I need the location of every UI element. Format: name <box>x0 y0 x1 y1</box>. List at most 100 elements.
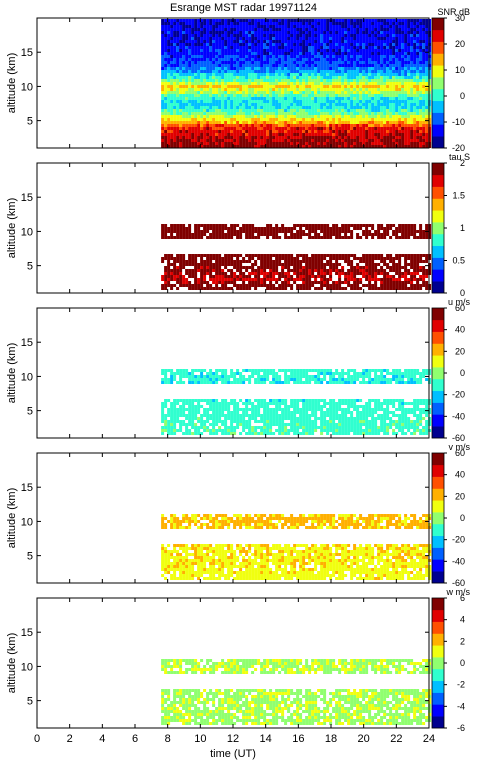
data-cell <box>356 58 360 61</box>
data-cell <box>308 275 312 278</box>
data-cell <box>263 275 267 278</box>
data-cell <box>302 278 306 281</box>
data-cell <box>287 37 291 40</box>
data-cell <box>428 73 432 76</box>
data-cell <box>377 142 381 145</box>
data-cell <box>302 109 306 112</box>
data-cell <box>350 130 354 133</box>
data-cell <box>272 233 276 236</box>
data-cell <box>335 112 339 115</box>
data-cell <box>197 109 201 112</box>
data-cell <box>374 97 378 100</box>
data-cell <box>185 34 189 37</box>
data-cell <box>371 43 375 46</box>
data-cell <box>404 67 408 70</box>
data-cell <box>266 37 270 40</box>
data-cell <box>239 115 243 118</box>
data-cell <box>239 230 243 233</box>
data-cell <box>206 112 210 115</box>
data-cell <box>338 61 342 64</box>
data-cell <box>269 278 273 281</box>
data-cell <box>200 82 204 85</box>
data-cell <box>290 121 294 124</box>
data-cell <box>251 269 255 272</box>
data-cell <box>191 106 195 109</box>
data-cell <box>203 142 207 145</box>
data-cell <box>305 97 309 100</box>
data-cell <box>263 37 267 40</box>
data-cell <box>269 46 273 49</box>
data-cell <box>299 278 303 281</box>
data-cell <box>248 49 252 52</box>
colorbar-tick-label: 0 <box>460 91 465 101</box>
data-cell <box>260 91 264 94</box>
data-cell <box>323 58 327 61</box>
data-cell <box>227 127 231 130</box>
data-cell <box>362 139 366 142</box>
data-cell <box>179 28 183 31</box>
data-cell <box>341 31 345 34</box>
data-cell <box>383 67 387 70</box>
data-cell <box>374 272 378 275</box>
data-cell <box>311 100 315 103</box>
data-cell <box>368 275 372 278</box>
data-cell <box>239 236 243 239</box>
data-cell <box>188 49 192 52</box>
data-cell <box>266 85 270 88</box>
data-cell <box>332 115 336 118</box>
data-cell <box>332 19 336 22</box>
data-cell <box>368 73 372 76</box>
data-cell <box>296 73 300 76</box>
data-cell <box>425 76 429 79</box>
data-cell <box>233 145 237 148</box>
data-cell <box>380 269 384 272</box>
data-cell <box>416 127 420 130</box>
data-cell <box>269 67 273 70</box>
data-cell <box>389 106 393 109</box>
data-cell <box>263 112 267 115</box>
data-cell <box>212 121 216 124</box>
data-cell <box>215 97 219 100</box>
data-cell <box>335 82 339 85</box>
data-cell <box>218 64 222 67</box>
data-cell <box>221 263 225 266</box>
data-cell <box>227 55 231 58</box>
data-cell <box>359 88 363 91</box>
data-cell <box>428 124 432 127</box>
data-cell <box>248 28 252 31</box>
data-cell <box>239 61 243 64</box>
data-cell <box>269 28 273 31</box>
data-cell <box>320 46 324 49</box>
data-cell <box>335 28 339 31</box>
data-cell <box>245 28 249 31</box>
data-cell <box>323 37 327 40</box>
data-cell <box>206 91 210 94</box>
data-cell <box>317 94 321 97</box>
data-cell <box>161 103 165 106</box>
data-cell <box>176 130 180 133</box>
data-cell <box>401 284 405 287</box>
data-cell <box>353 52 357 55</box>
data-cell <box>212 112 216 115</box>
data-cell <box>218 266 222 269</box>
data-cell <box>407 257 411 260</box>
data-cell <box>329 284 333 287</box>
data-cell <box>359 139 363 142</box>
data-cell <box>281 272 285 275</box>
data-cell <box>395 106 399 109</box>
data-cell <box>326 94 330 97</box>
data-cell <box>401 61 405 64</box>
data-cell <box>275 31 279 34</box>
data-cell <box>320 97 324 100</box>
data-cell <box>245 67 249 70</box>
data-cell <box>371 97 375 100</box>
data-cell <box>413 254 417 257</box>
data-cell <box>341 127 345 130</box>
data-cell <box>263 28 267 31</box>
data-cell <box>179 40 183 43</box>
data-cell <box>311 269 315 272</box>
data-cell <box>347 139 351 142</box>
data-cell <box>311 64 315 67</box>
data-cell <box>314 260 318 263</box>
data-cell <box>290 58 294 61</box>
